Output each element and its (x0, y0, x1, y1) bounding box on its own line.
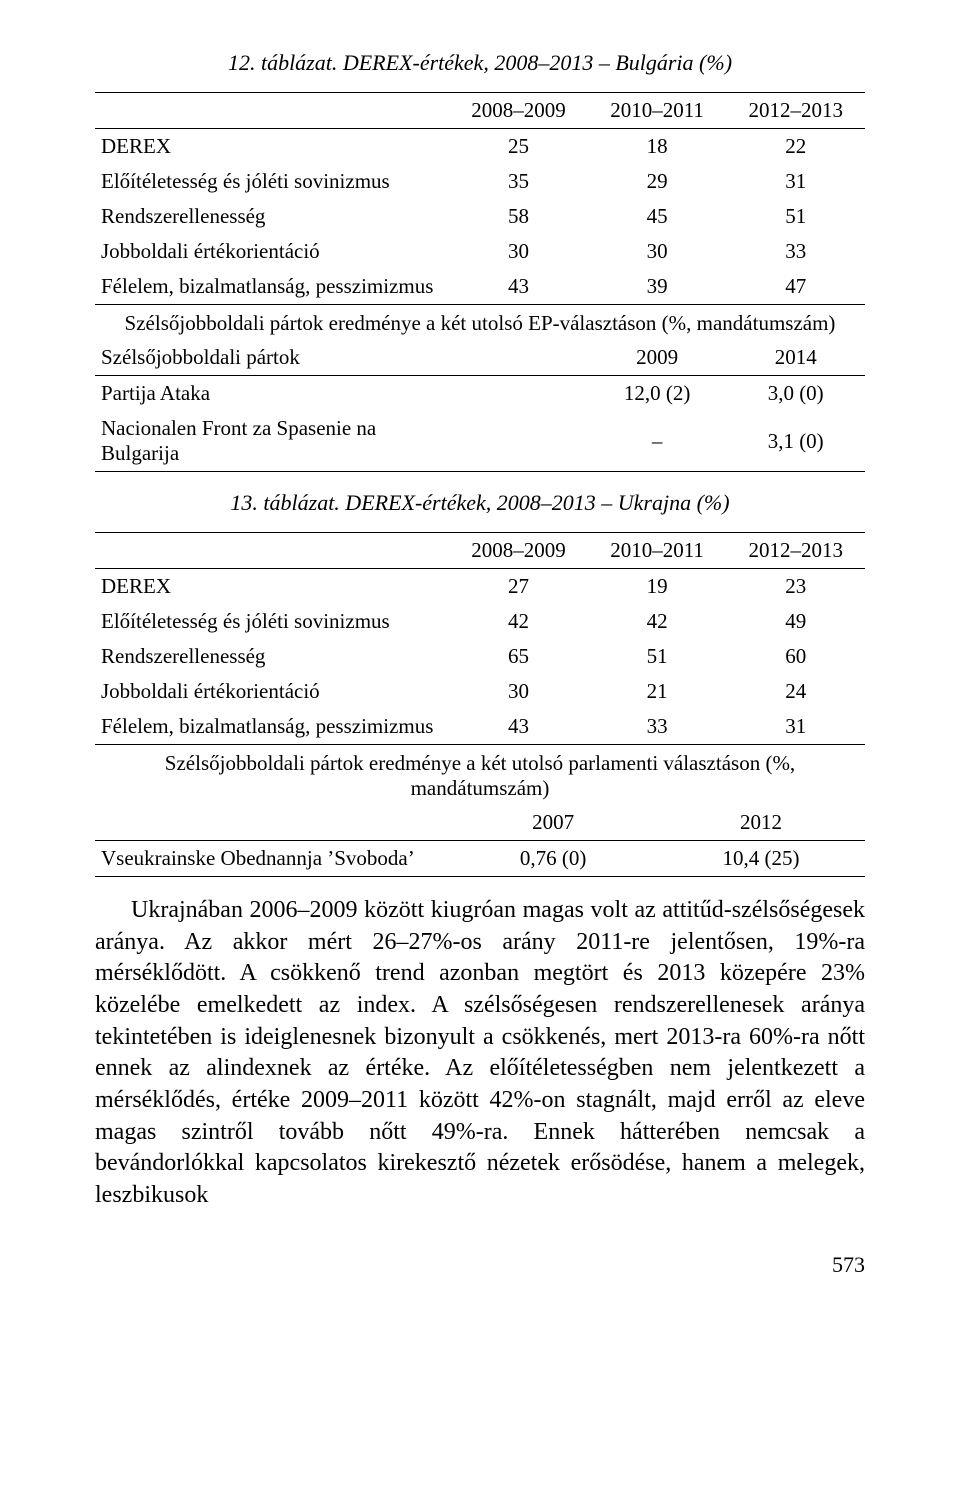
row-label: Nacionalen Front za Spasenie na Bulgarij… (95, 411, 449, 472)
row-label: DEREX (95, 569, 449, 605)
cell: 51 (588, 639, 727, 674)
table13-caption: 13. táblázat. DEREX-értékek, 2008–2013 –… (95, 490, 865, 516)
table-row: Nacionalen Front za Spasenie na Bulgarij… (95, 411, 865, 472)
cell: 39 (588, 269, 727, 305)
table13-h1: 2008–2009 (449, 533, 588, 569)
table12-caption: 12. táblázat. DEREX-értékek, 2008–2013 –… (95, 50, 865, 76)
cell: 51 (726, 199, 865, 234)
table13-year-a: 2007 (449, 805, 657, 841)
cell: 30 (588, 234, 727, 269)
cell: 42 (588, 604, 727, 639)
cell: 31 (726, 709, 865, 745)
cell: 30 (449, 674, 588, 709)
table-row: Rendszerellenesség 65 51 60 (95, 639, 865, 674)
cell: 0,76 (0) (449, 841, 657, 877)
cell: 3,1 (0) (726, 411, 865, 472)
cell: 47 (726, 269, 865, 305)
cell: 31 (726, 164, 865, 199)
row-label: Félelem, bizalmatlanság, pesszimizmus (95, 269, 449, 305)
cell: 33 (726, 234, 865, 269)
cell: 3,0 (0) (726, 376, 865, 412)
cell: 19 (588, 569, 727, 605)
cell: 43 (449, 269, 588, 305)
cell: 29 (588, 164, 727, 199)
cell: 10,4 (25) (657, 841, 865, 877)
row-label: Jobboldali értékorientáció (95, 234, 449, 269)
table12-h3: 2012–2013 (726, 93, 865, 129)
cell: 30 (449, 234, 588, 269)
table12-year-b: 2014 (726, 340, 865, 376)
table-row: Partija Ataka 12,0 (2) 3,0 (0) (95, 376, 865, 412)
table13-year-b: 2012 (657, 805, 865, 841)
cell: 23 (726, 569, 865, 605)
row-label: Rendszerellenesség (95, 639, 449, 674)
table-row: Előítéletesség és jóléti sovinizmus 42 4… (95, 604, 865, 639)
row-label: Partija Ataka (95, 376, 449, 412)
cell: 18 (588, 129, 727, 165)
row-label: Előítéletesség és jóléti sovinizmus (95, 164, 449, 199)
cell: – (588, 411, 727, 472)
cell: 22 (726, 129, 865, 165)
table-row: Félelem, bizalmatlanság, pesszimizmus 43… (95, 269, 865, 305)
row-label: Rendszerellenesség (95, 199, 449, 234)
cell: 35 (449, 164, 588, 199)
table13: 2008–2009 2010–2011 2012–2013 DEREX 27 1… (95, 532, 865, 805)
body-paragraph: Ukrajnában 2006–2009 között kiugróan mag… (95, 895, 865, 1212)
table-row: DEREX 25 18 22 (95, 129, 865, 165)
table12-year-a: 2009 (588, 340, 727, 376)
cell: 42 (449, 604, 588, 639)
table12-subheader: Szélsőjobboldali pártok eredménye a két … (95, 305, 865, 341)
table12-h2: 2010–2011 (588, 93, 727, 129)
table13-h3: 2012–2013 (726, 533, 865, 569)
table13-parties: 2007 2012 Vseukrainske Obednannja ’Svobo… (95, 805, 865, 877)
table12: 2008–2009 2010–2011 2012–2013 DEREX 25 1… (95, 92, 865, 472)
table13-subheader: Szélsőjobboldali pártok eredménye a két … (95, 745, 865, 806)
table13-h2: 2010–2011 (588, 533, 727, 569)
table-row: Rendszerellenesség 58 45 51 (95, 199, 865, 234)
cell: 58 (449, 199, 588, 234)
row-label: Vseukrainske Obednannja ’Svoboda’ (95, 841, 449, 877)
row-label: Jobboldali értékorientáció (95, 674, 449, 709)
table12-years-label: Szélsőjobboldali pártok (95, 340, 449, 376)
row-label: Félelem, bizalmatlanság, pesszimizmus (95, 709, 449, 745)
cell: 21 (588, 674, 727, 709)
row-label: Előítéletesség és jóléti sovinizmus (95, 604, 449, 639)
table-row: Jobboldali értékorientáció 30 21 24 (95, 674, 865, 709)
cell: 33 (588, 709, 727, 745)
table-row: Félelem, bizalmatlanság, pesszimizmus 43… (95, 709, 865, 745)
cell: 12,0 (2) (588, 376, 727, 412)
cell: 45 (588, 199, 727, 234)
table12-h1: 2008–2009 (449, 93, 588, 129)
cell: 25 (449, 129, 588, 165)
table-row: Vseukrainske Obednannja ’Svoboda’ 0,76 (… (95, 841, 865, 877)
table-row: DEREX 27 19 23 (95, 569, 865, 605)
cell: 65 (449, 639, 588, 674)
table-row: Előítéletesség és jóléti sovinizmus 35 2… (95, 164, 865, 199)
cell: 43 (449, 709, 588, 745)
cell: 49 (726, 604, 865, 639)
cell: 27 (449, 569, 588, 605)
page-number: 573 (95, 1252, 865, 1278)
cell: 24 (726, 674, 865, 709)
row-label: DEREX (95, 129, 449, 165)
cell: 60 (726, 639, 865, 674)
table-row: Jobboldali értékorientáció 30 30 33 (95, 234, 865, 269)
